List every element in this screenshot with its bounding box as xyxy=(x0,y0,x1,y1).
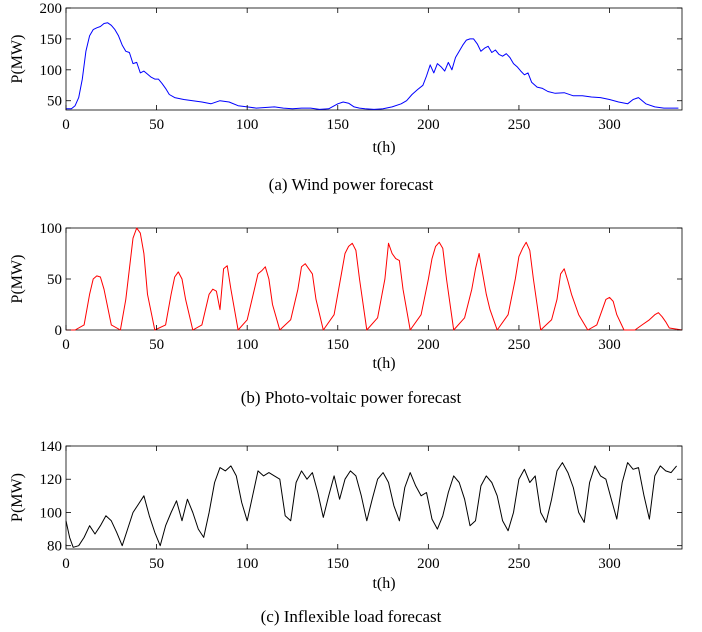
x-axis-label: t(h) xyxy=(372,139,395,156)
y-tick-label: 150 xyxy=(40,32,63,48)
chart-panel-load: 0 50 100 150 200 250 300 80 100 120 140 t(h) P(MW) (c… xyxy=(9,439,683,626)
x-tick-label: 100 xyxy=(236,556,259,572)
y-tick-label: 120 xyxy=(40,472,63,488)
chart-panel-pv: 0 50 100 150 200 250 300 0 50 100 t(h) P(MW) (b) Pho… xyxy=(9,221,683,407)
x-tick-label: 50 xyxy=(149,117,164,133)
x-tick-label: 150 xyxy=(327,556,350,572)
y-axis-label: P(MW) xyxy=(9,35,26,84)
x-tick-label: 0 xyxy=(62,337,70,353)
y-axis-label: P(MW) xyxy=(9,473,26,522)
plot-area xyxy=(65,227,683,331)
y-tick-label: 50 xyxy=(47,94,62,110)
x-tick-label: 300 xyxy=(598,117,621,133)
x-tick-label: 200 xyxy=(417,117,440,133)
y-tick-label: 80 xyxy=(47,539,62,555)
x-tick-label: 150 xyxy=(327,337,350,353)
x-tick-label: 0 xyxy=(62,117,70,133)
x-tick-label: 300 xyxy=(598,556,621,572)
y-tick-label: 140 xyxy=(40,439,63,455)
x-tick-label: 150 xyxy=(327,117,350,133)
x-tick-label: 50 xyxy=(149,337,164,353)
y-tick-label: 100 xyxy=(40,221,63,237)
figure-caption: (c) Inflexible load forecast xyxy=(261,607,442,626)
x-tick-label: 250 xyxy=(508,556,531,572)
y-tick-label: 100 xyxy=(40,505,63,521)
x-tick-label: 200 xyxy=(417,337,440,353)
x-tick-label: 100 xyxy=(236,117,259,133)
x-tick-label: 50 xyxy=(149,556,164,572)
x-axis-label: t(h) xyxy=(372,355,395,372)
series-line-wind xyxy=(66,22,679,110)
y-tick-label: 200 xyxy=(40,1,63,17)
x-tick-label: 200 xyxy=(417,556,440,572)
series-line-load xyxy=(65,462,677,548)
series-line-pv xyxy=(66,227,683,331)
x-tick-label: 0 xyxy=(62,556,70,572)
plot-area xyxy=(65,445,683,550)
y-tick-label: 50 xyxy=(47,272,62,288)
plot-area xyxy=(65,7,683,111)
y-tick-label: 0 xyxy=(55,323,63,339)
x-axis-label: t(h) xyxy=(372,575,395,592)
x-tick-label: 300 xyxy=(598,337,621,353)
chart-panel-wind: 0 50 100 150 200 250 30050100150200t(h)P(MW)(a… xyxy=(9,1,683,194)
x-tick-label: 250 xyxy=(508,337,531,353)
x-tick-label: 100 xyxy=(236,337,259,353)
y-tick-label: 100 xyxy=(40,63,63,79)
y-axis-label: P(MW) xyxy=(9,255,26,304)
figure-caption: (b) Photo-voltaic power forecast xyxy=(241,388,462,407)
figure-caption: (a) Wind power forecast xyxy=(269,175,434,194)
x-tick-label: 250 xyxy=(508,117,531,133)
